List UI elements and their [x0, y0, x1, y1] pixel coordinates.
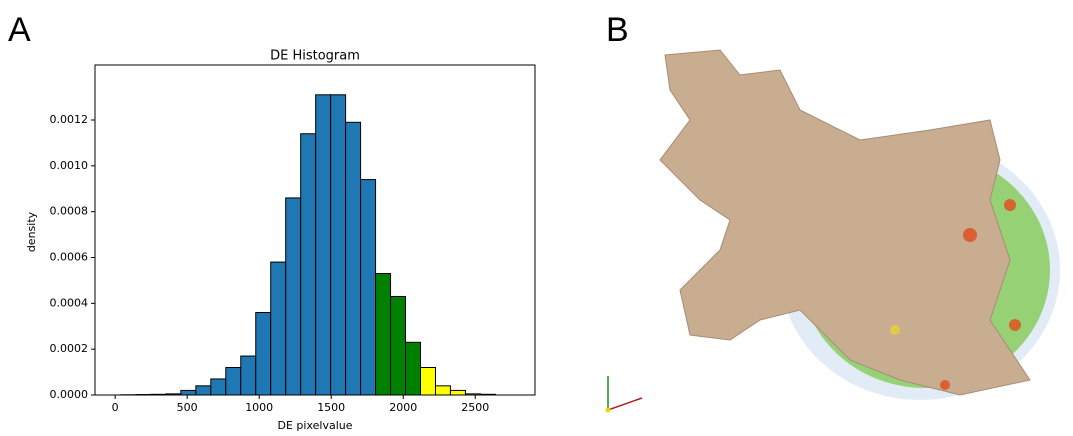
y-tick-label: 0.0002: [50, 342, 89, 355]
bar: [361, 180, 376, 395]
x-tick-label: 0: [112, 401, 119, 414]
y-axis-label: density: [25, 211, 38, 252]
bar: [391, 296, 406, 395]
chart-title: DE Histogram: [270, 49, 360, 64]
bar: [316, 95, 331, 395]
axis-gizmo: [608, 398, 642, 410]
x-axis-label: DE pixelvalue: [278, 419, 353, 432]
bar: [346, 122, 361, 395]
y-tick-label: 0.0008: [50, 205, 89, 218]
hotspot: [963, 228, 977, 242]
bar: [256, 313, 271, 396]
x-tick-label: 2500: [461, 401, 489, 414]
panel-label: A: [8, 11, 31, 49]
render-3d: [606, 50, 1061, 413]
x-tick-label: 2000: [389, 401, 417, 414]
x-tick-label: 1500: [317, 401, 345, 414]
hotspot: [890, 325, 900, 335]
axis-gizmo: [606, 408, 611, 413]
panel-label: B: [606, 11, 629, 49]
bar: [196, 386, 211, 395]
x-tick-label: 1000: [245, 401, 273, 414]
bar: [241, 356, 256, 395]
bar: [420, 368, 435, 396]
y-tick-label: 0.0004: [50, 296, 89, 309]
bar: [301, 134, 316, 395]
bar: [435, 386, 450, 395]
y-tick-label: 0.0010: [50, 159, 89, 172]
bar: [286, 198, 301, 395]
bar: [211, 379, 226, 395]
bar: [450, 390, 465, 395]
anatomy-surface: [660, 50, 1030, 395]
bar: [376, 274, 391, 395]
bar: [406, 342, 421, 395]
hotspot: [1004, 199, 1016, 211]
bar: [271, 262, 286, 395]
y-tick-label: 0.0000: [50, 388, 89, 401]
hotspot: [940, 380, 950, 390]
bar: [226, 368, 241, 396]
bar: [181, 390, 196, 395]
y-tick-label: 0.0006: [50, 251, 89, 264]
hotspot: [1009, 319, 1021, 331]
x-tick-label: 500: [177, 401, 198, 414]
y-tick-label: 0.0012: [50, 113, 89, 126]
bar: [331, 95, 346, 395]
